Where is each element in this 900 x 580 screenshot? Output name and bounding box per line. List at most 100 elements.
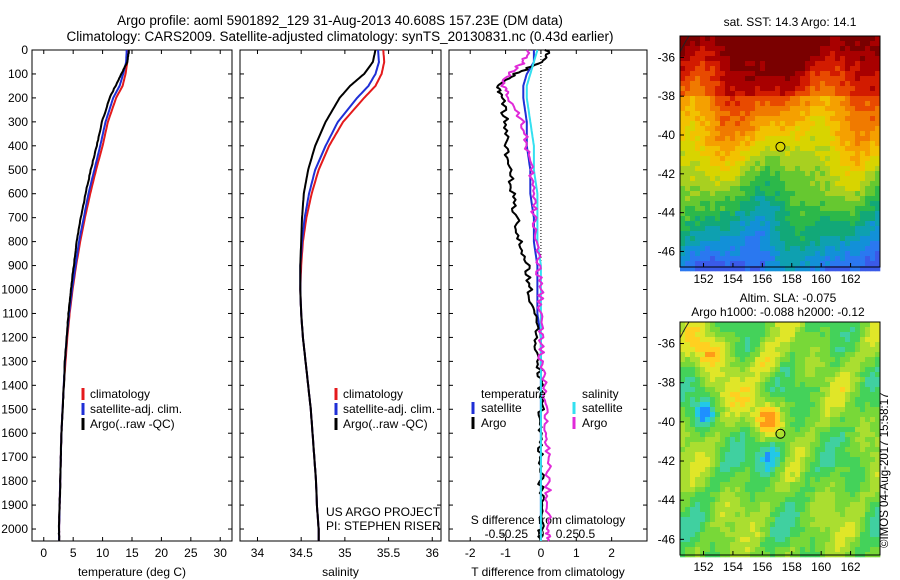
sst-cell [775, 121, 781, 127]
sla-cell [835, 382, 841, 388]
sst-cell [690, 171, 696, 177]
sla-cell [740, 522, 746, 528]
sst-cell [770, 246, 776, 252]
sst-cell [715, 221, 721, 227]
sst-cell [810, 206, 816, 212]
sst-cell [865, 211, 871, 217]
sla-cell [840, 542, 846, 548]
sst-cell [780, 186, 786, 192]
sla-cell [870, 462, 876, 468]
sst-cell [825, 121, 831, 127]
sst-cell [735, 236, 741, 242]
sla-cell [805, 517, 811, 523]
sla-cell [690, 382, 696, 388]
sla-cell [710, 387, 716, 393]
sst-cell [860, 131, 866, 137]
sla-cell [780, 477, 786, 483]
sla-cell [735, 502, 741, 508]
sst-cell [835, 196, 841, 202]
sst-cell [700, 261, 706, 267]
sla-cell [690, 427, 696, 433]
sla-cell [710, 417, 716, 423]
sla-cell [710, 502, 716, 508]
sla-cell [725, 507, 731, 513]
sst-cell [850, 231, 856, 237]
sla-cell [730, 367, 736, 373]
sst-cell [810, 41, 816, 47]
sla-cell [875, 547, 881, 553]
sla-cell [750, 507, 756, 513]
diff-legend-title-salinity: salinity [582, 387, 619, 401]
sst-cell [875, 156, 881, 162]
sla-cell [830, 322, 836, 328]
sst-cell [775, 101, 781, 107]
sla-cell [685, 332, 691, 338]
sst-cell [745, 111, 751, 117]
sst-cell [680, 61, 686, 67]
sla-cell [695, 482, 701, 488]
sst-cell [720, 251, 726, 257]
sla-cell [720, 467, 726, 473]
sla-cell [825, 332, 831, 338]
sla-cell [845, 412, 851, 418]
sla-cell [770, 397, 776, 403]
sst-cell [780, 161, 786, 167]
sla-cell [700, 332, 706, 338]
sla-cell [795, 412, 801, 418]
sla-cell [820, 472, 826, 478]
sla-cell [800, 357, 806, 363]
sla-cell [800, 337, 806, 343]
sla-cell [865, 407, 871, 413]
sst-cell [805, 51, 811, 57]
sst-cell [805, 61, 811, 67]
sst-cell [735, 231, 741, 237]
sla-cell [830, 497, 836, 503]
sla-cell [690, 507, 696, 513]
sst-cell [780, 181, 786, 187]
sla-cell [800, 377, 806, 383]
sla-cell [790, 412, 796, 418]
sst-cell [835, 156, 841, 162]
sst-cell [760, 41, 766, 47]
sst-cell [875, 126, 881, 132]
sst-lat-tick-label: -44 [658, 206, 676, 220]
sst-cell [730, 196, 736, 202]
sst-cell [805, 46, 811, 52]
depth-tick-label: 600 [8, 187, 28, 201]
sst-cell [860, 41, 866, 47]
sst-cell [775, 61, 781, 67]
sla-cell [860, 392, 866, 398]
sst-cell [745, 116, 751, 122]
sla-cell [835, 517, 841, 523]
sst-cell [845, 151, 851, 157]
sla-cell [745, 517, 751, 523]
sla-cell [710, 412, 716, 418]
depth-tick-label: 1000 [1, 283, 28, 297]
sst-cell [735, 56, 741, 62]
sla-cell [780, 337, 786, 343]
sst-cell [715, 56, 721, 62]
sst-cell [715, 196, 721, 202]
sst-cell [735, 71, 741, 77]
sla-cell [840, 512, 846, 518]
sla-cell [870, 322, 876, 328]
sla-cell [790, 527, 796, 533]
sla-cell [710, 442, 716, 448]
sst-cell [765, 61, 771, 67]
sst-cell [705, 191, 711, 197]
sst-cell [835, 241, 841, 247]
sla-cell [860, 467, 866, 473]
sla-cell [700, 392, 706, 398]
sst-cell [850, 146, 856, 152]
sla-cell [780, 537, 786, 543]
sla-cell [825, 452, 831, 458]
sla-cell [825, 467, 831, 473]
sst-cell [800, 61, 806, 67]
sla-cell [735, 347, 741, 353]
sla-cell [735, 477, 741, 483]
sst-cell [685, 261, 691, 267]
sla-cell [735, 427, 741, 433]
sla-cell [800, 422, 806, 428]
sst-cell [810, 76, 816, 82]
sla-cell [795, 547, 801, 553]
